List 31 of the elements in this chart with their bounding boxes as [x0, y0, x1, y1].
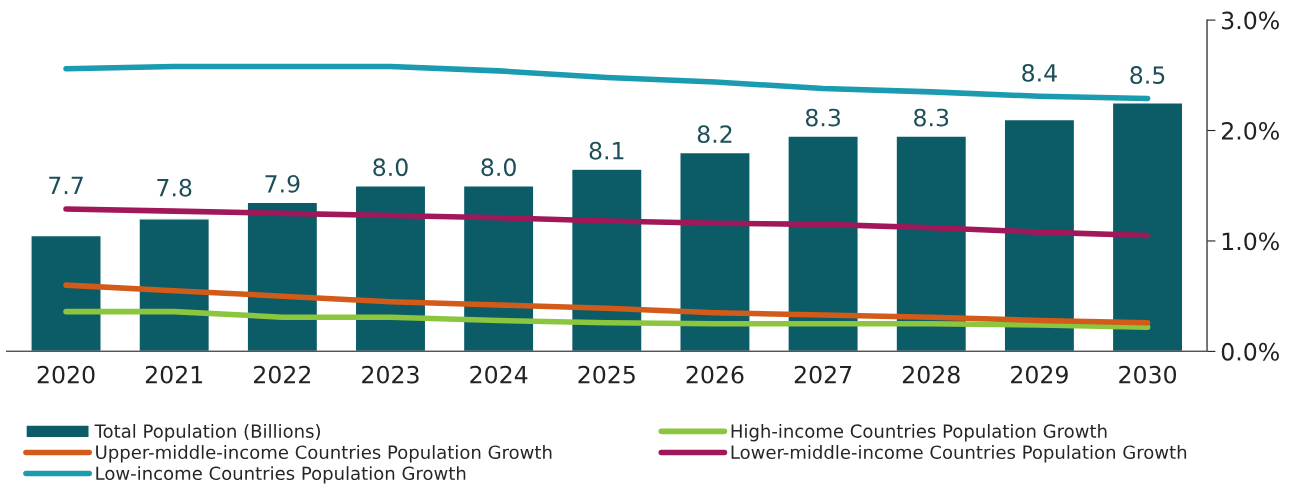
data-label: 8.4	[1022, 63, 1057, 82]
y2-tick-label: 0.0%	[1221, 342, 1279, 361]
x-tick-label: 2027	[794, 365, 852, 384]
x-tick-label: 2028	[902, 365, 960, 384]
x-tick-label: 2021	[145, 365, 203, 384]
legend-label: Upper-middle-income Countries Population Growth	[96, 445, 552, 463]
y2-tick-label: 2.0%	[1221, 121, 1279, 140]
data-label: 8.0	[481, 158, 516, 177]
legend-label: Total Population (Billions)	[94, 423, 320, 442]
data-label: 7.9	[265, 174, 300, 193]
legend-label: High-income Countries Population Growth	[731, 423, 1107, 442]
data-label: 7.8	[157, 178, 192, 197]
x-tick-label: 2022	[254, 365, 311, 384]
x-tick-label: 2020	[37, 365, 95, 384]
x-tick-label: 2030	[1119, 365, 1177, 384]
x-tick-label: 2026	[686, 365, 744, 384]
y2-tick-label: 1.0%	[1222, 232, 1279, 251]
legend-label: Lower-middle-income Countries Population Growth	[731, 445, 1187, 463]
data-label: 8.3	[914, 108, 949, 127]
data-label: 7.7	[49, 176, 83, 195]
x-tick-label: 2029	[1011, 365, 1068, 384]
data-label: 8.5	[1130, 66, 1165, 84]
x-tick-label: 2023	[362, 365, 419, 384]
data-label: 8.0	[373, 158, 408, 177]
x-tick-label: 2024	[470, 365, 528, 384]
legend-label: Low-income Countries Population Growth	[96, 466, 466, 484]
x-tick-label: 2025	[578, 365, 635, 384]
data-label: 8.1	[589, 141, 624, 160]
y2-tick-label: 3.0%	[1222, 11, 1279, 30]
data-label: 8.2	[697, 125, 732, 144]
data-label: 8.3	[805, 108, 840, 127]
